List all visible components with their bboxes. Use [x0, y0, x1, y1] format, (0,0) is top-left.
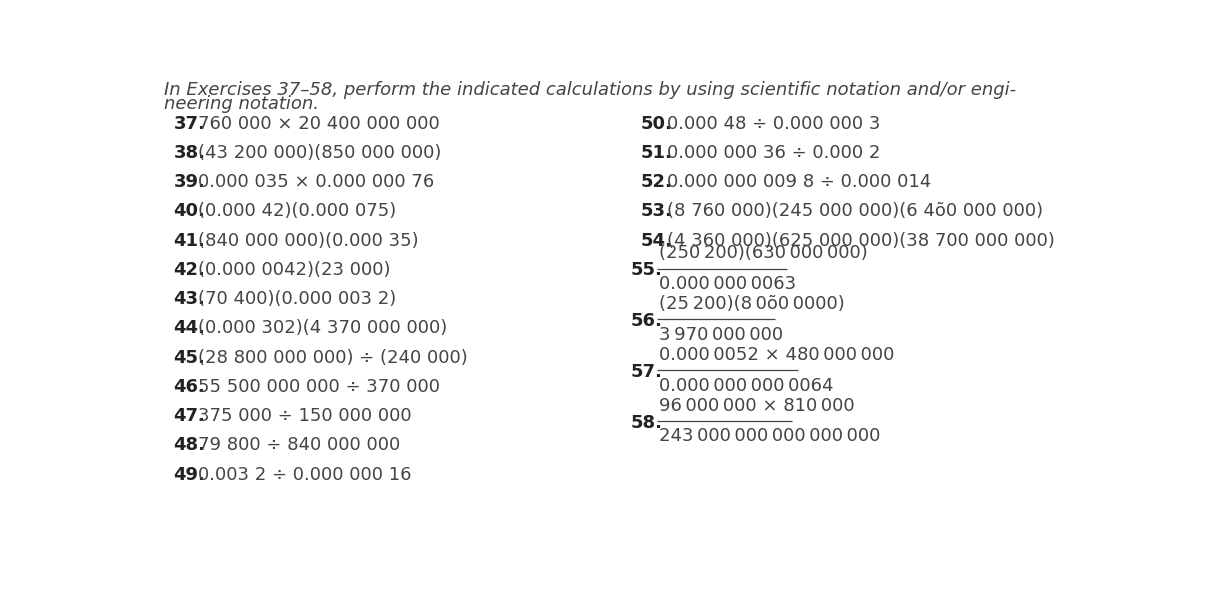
Text: (25 200)(8 0õ0 0000): (25 200)(8 0õ0 0000): [658, 295, 845, 313]
Text: 96 000 000 × 810 000: 96 000 000 × 810 000: [658, 396, 855, 415]
Text: 38.: 38.: [173, 144, 205, 162]
Text: 48.: 48.: [173, 437, 205, 454]
Text: 56.: 56.: [631, 312, 663, 330]
Text: 0.000 035 × 0.000 000 76: 0.000 035 × 0.000 000 76: [199, 173, 435, 191]
Text: 42.: 42.: [173, 261, 205, 279]
Text: 58.: 58.: [631, 413, 663, 432]
Text: 0.000 000 000 0064: 0.000 000 000 0064: [658, 376, 834, 395]
Text: 79 800 ÷ 840 000 000: 79 800 ÷ 840 000 000: [199, 437, 400, 454]
Text: 0.000 48 ÷ 0.000 000 3: 0.000 48 ÷ 0.000 000 3: [667, 114, 880, 133]
Text: 0.000 000 36 ÷ 0.000 2: 0.000 000 36 ÷ 0.000 2: [667, 144, 880, 162]
Text: 375 000 ÷ 150 000 000: 375 000 ÷ 150 000 000: [199, 407, 413, 425]
Text: 0.000 0052 × 480 000 000: 0.000 0052 × 480 000 000: [658, 346, 894, 364]
Text: (43 200 000)(850 000 000): (43 200 000)(850 000 000): [199, 144, 442, 162]
Text: (840 000 000)(0.000 35): (840 000 000)(0.000 35): [199, 232, 419, 249]
Text: 44.: 44.: [173, 319, 205, 337]
Text: 40.: 40.: [173, 202, 205, 220]
Text: (28 800 000 000) ÷ (240 000): (28 800 000 000) ÷ (240 000): [199, 348, 468, 367]
Text: 0.003 2 ÷ 0.000 000 16: 0.003 2 ÷ 0.000 000 16: [199, 466, 411, 483]
Text: 760 000 × 20 400 000 000: 760 000 × 20 400 000 000: [199, 114, 440, 133]
Text: In Exercises 37–58, perform the indicated calculations by using scientific notat: In Exercises 37–58, perform the indicate…: [165, 81, 1017, 100]
Text: 37.: 37.: [173, 114, 205, 133]
Text: 55 500 000 000 ÷ 370 000: 55 500 000 000 ÷ 370 000: [199, 378, 441, 396]
Text: 43.: 43.: [173, 290, 205, 308]
Text: (4 360 000)(625 000 000)(38 700 000 000): (4 360 000)(625 000 000)(38 700 000 000): [667, 232, 1055, 249]
Text: (0.000 42)(0.000 075): (0.000 42)(0.000 075): [199, 202, 397, 220]
Text: (70 400)(0.000 003 2): (70 400)(0.000 003 2): [199, 290, 397, 308]
Text: 54.: 54.: [640, 232, 672, 249]
Text: 0.000 000 0063: 0.000 000 0063: [658, 275, 796, 293]
Text: neering notation.: neering notation.: [165, 95, 319, 113]
Text: 53.: 53.: [640, 202, 672, 220]
Text: 50.: 50.: [640, 114, 672, 133]
Text: 0.000 000 009 8 ÷ 0.000 014: 0.000 000 009 8 ÷ 0.000 014: [667, 173, 931, 191]
Text: (0.000 302)(4 370 000 000): (0.000 302)(4 370 000 000): [199, 319, 448, 337]
Text: 45.: 45.: [173, 348, 205, 367]
Text: 3 970 000 000: 3 970 000 000: [658, 326, 783, 344]
Text: (8 760 000)(245 000 000)(6 4õ0 000 000): (8 760 000)(245 000 000)(6 4õ0 000 000): [667, 202, 1043, 220]
Text: 55.: 55.: [631, 261, 663, 279]
Text: 57.: 57.: [631, 363, 663, 381]
Text: 52.: 52.: [640, 173, 672, 191]
Text: 46.: 46.: [173, 378, 205, 396]
Text: 39.: 39.: [173, 173, 205, 191]
Text: (250 200)(630 000 000): (250 200)(630 000 000): [658, 244, 867, 262]
Text: 41.: 41.: [173, 232, 205, 249]
Text: (0.000 0042)(23 000): (0.000 0042)(23 000): [199, 261, 391, 279]
Text: 51.: 51.: [640, 144, 672, 162]
Text: 243 000 000 000 000 000: 243 000 000 000 000 000: [658, 427, 880, 446]
Text: 49.: 49.: [173, 466, 205, 483]
Text: 47.: 47.: [173, 407, 205, 425]
